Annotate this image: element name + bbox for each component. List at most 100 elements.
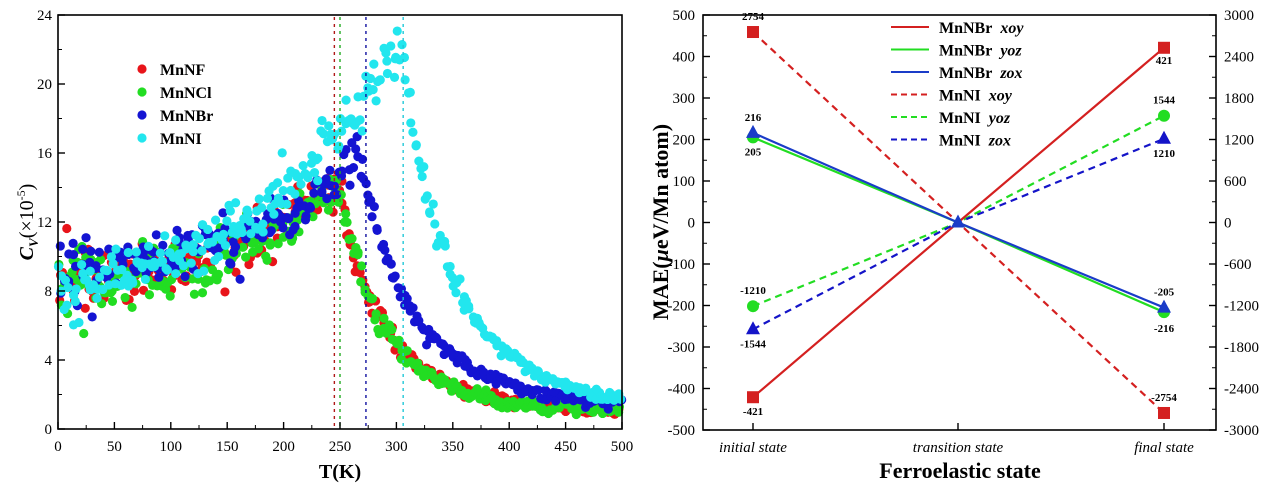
data-point bbox=[551, 396, 561, 406]
data-point bbox=[305, 203, 316, 213]
data-point bbox=[188, 240, 198, 250]
legend-plane: zox bbox=[999, 65, 1022, 82]
data-point bbox=[218, 229, 229, 239]
legend-marker bbox=[137, 87, 147, 97]
legend-label: MnNF bbox=[160, 62, 206, 79]
data-point bbox=[272, 178, 283, 188]
legend-material: MnNBr bbox=[939, 65, 992, 82]
data-point bbox=[225, 206, 235, 216]
y2-tick-label: 600 bbox=[1224, 174, 1247, 190]
x-tick-label: 400 bbox=[498, 439, 521, 455]
data-point bbox=[348, 162, 359, 173]
data-point bbox=[243, 208, 253, 218]
data-point bbox=[68, 238, 78, 248]
data-point bbox=[290, 189, 300, 199]
y-label-part1: MAE( bbox=[648, 261, 673, 320]
data-point bbox=[231, 267, 241, 277]
data-point bbox=[406, 118, 416, 128]
triangle-marker bbox=[746, 124, 760, 138]
data-point bbox=[369, 59, 379, 69]
data-point bbox=[77, 259, 87, 270]
y-label-main: C bbox=[16, 246, 38, 260]
y-tick-label: 20 bbox=[37, 77, 52, 93]
y-axis-label: CV(×10-5) bbox=[14, 184, 41, 261]
data-point bbox=[355, 115, 365, 125]
data-point bbox=[143, 241, 154, 251]
data-point bbox=[386, 41, 396, 51]
svg-text:MAE(μeV/Mn atom): MAE(μeV/Mn atom) bbox=[648, 124, 673, 320]
y-ticks-right: -3000 -2400 -1800 -1200 -600 0 600 1200 1800 2400… bbox=[1209, 8, 1259, 439]
data-point bbox=[581, 383, 591, 393]
data-point bbox=[178, 261, 189, 271]
data-point bbox=[313, 153, 323, 163]
data-point bbox=[337, 126, 347, 136]
data-point bbox=[94, 247, 104, 257]
data-point bbox=[74, 317, 84, 328]
data-point bbox=[180, 271, 190, 282]
data-point bbox=[265, 240, 275, 250]
data-point bbox=[165, 291, 175, 301]
data-point bbox=[218, 208, 228, 218]
data-point bbox=[277, 148, 287, 158]
data-point bbox=[308, 212, 318, 222]
data-point bbox=[408, 303, 418, 313]
data-point bbox=[284, 214, 294, 224]
data-point bbox=[369, 201, 379, 212]
y-tick-label: 200 bbox=[673, 133, 696, 149]
data-point bbox=[357, 126, 367, 136]
data-point bbox=[120, 292, 130, 303]
y-ticks: 0 4 8 12 16 20 24 bbox=[37, 8, 65, 438]
data-point bbox=[371, 309, 381, 319]
data-point bbox=[309, 188, 319, 198]
x-tick-label: 500 bbox=[611, 439, 634, 455]
data-point bbox=[226, 259, 236, 269]
data-point bbox=[80, 303, 90, 313]
data-point bbox=[324, 121, 334, 131]
data-point bbox=[341, 145, 351, 155]
series-MnNI bbox=[53, 26, 626, 405]
data-point bbox=[244, 259, 254, 270]
data-point bbox=[290, 221, 300, 232]
data-point bbox=[269, 209, 279, 219]
y-label-close: ) bbox=[16, 184, 38, 191]
data-point bbox=[278, 186, 288, 196]
y2-tick-label: 0 bbox=[1224, 216, 1232, 232]
data-point bbox=[188, 247, 198, 257]
legend-material: MnNI bbox=[939, 88, 981, 105]
y-label-part2: eV/Mn atom) bbox=[648, 124, 673, 249]
data-point bbox=[368, 85, 378, 95]
series-MnNI-yoz: -1210 1544 bbox=[740, 95, 1176, 313]
data-point bbox=[353, 250, 363, 260]
square-marker bbox=[747, 26, 759, 39]
y-tick-label: -200 bbox=[668, 299, 696, 315]
data-point bbox=[172, 225, 182, 235]
y-tick-label: -300 bbox=[668, 340, 696, 356]
data-point bbox=[387, 324, 397, 335]
x-tick-label: initial state bbox=[719, 440, 787, 456]
data-point bbox=[254, 244, 264, 254]
legend-material: MnNBr bbox=[939, 43, 992, 60]
data-point bbox=[155, 248, 165, 258]
legend-plane: xoy bbox=[988, 88, 1013, 105]
data-point bbox=[123, 247, 133, 258]
legend: MnNF MnNCl MnNBr MnNI bbox=[137, 62, 213, 148]
data-point bbox=[79, 328, 89, 339]
data-point bbox=[258, 227, 268, 237]
data-point bbox=[254, 194, 264, 204]
data-label: 1210 bbox=[1153, 148, 1176, 160]
data-point bbox=[389, 72, 400, 82]
data-point bbox=[237, 227, 247, 238]
data-point bbox=[220, 240, 231, 251]
data-point bbox=[127, 275, 137, 285]
data-point bbox=[94, 272, 105, 282]
y2-tick-label: -3000 bbox=[1224, 423, 1259, 439]
scatter-points bbox=[53, 26, 627, 420]
square-marker bbox=[1158, 41, 1170, 54]
data-point bbox=[160, 231, 170, 241]
data-point bbox=[70, 296, 80, 307]
data-point bbox=[333, 197, 344, 207]
data-point bbox=[104, 244, 114, 254]
data-point bbox=[171, 235, 181, 245]
data-point bbox=[60, 275, 71, 285]
